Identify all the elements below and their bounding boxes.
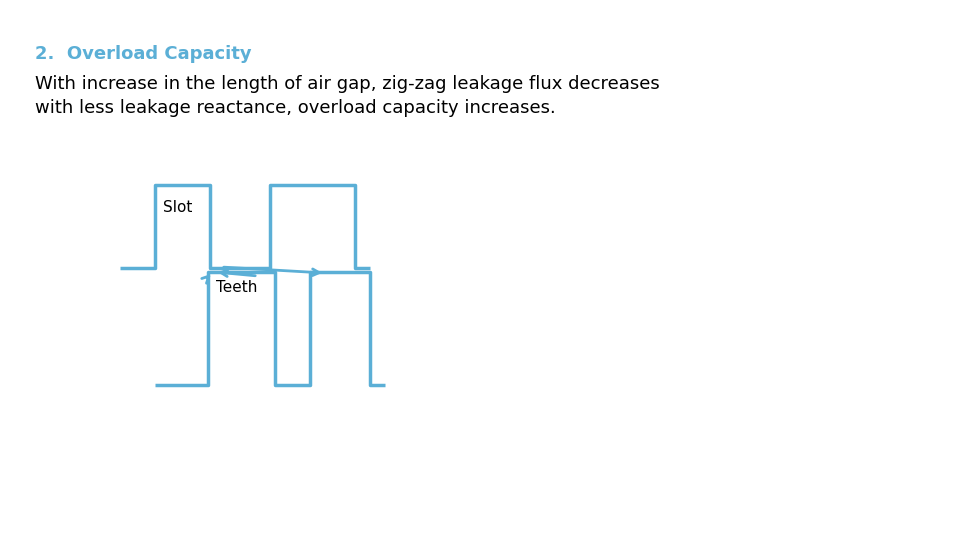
Text: 2.  Overload Capacity: 2. Overload Capacity: [35, 45, 252, 63]
Text: Slot: Slot: [163, 200, 192, 215]
Text: With increase in the length of air gap, zig-zag leakage flux decreases
with less: With increase in the length of air gap, …: [35, 75, 660, 117]
Text: Teeth: Teeth: [216, 280, 257, 295]
